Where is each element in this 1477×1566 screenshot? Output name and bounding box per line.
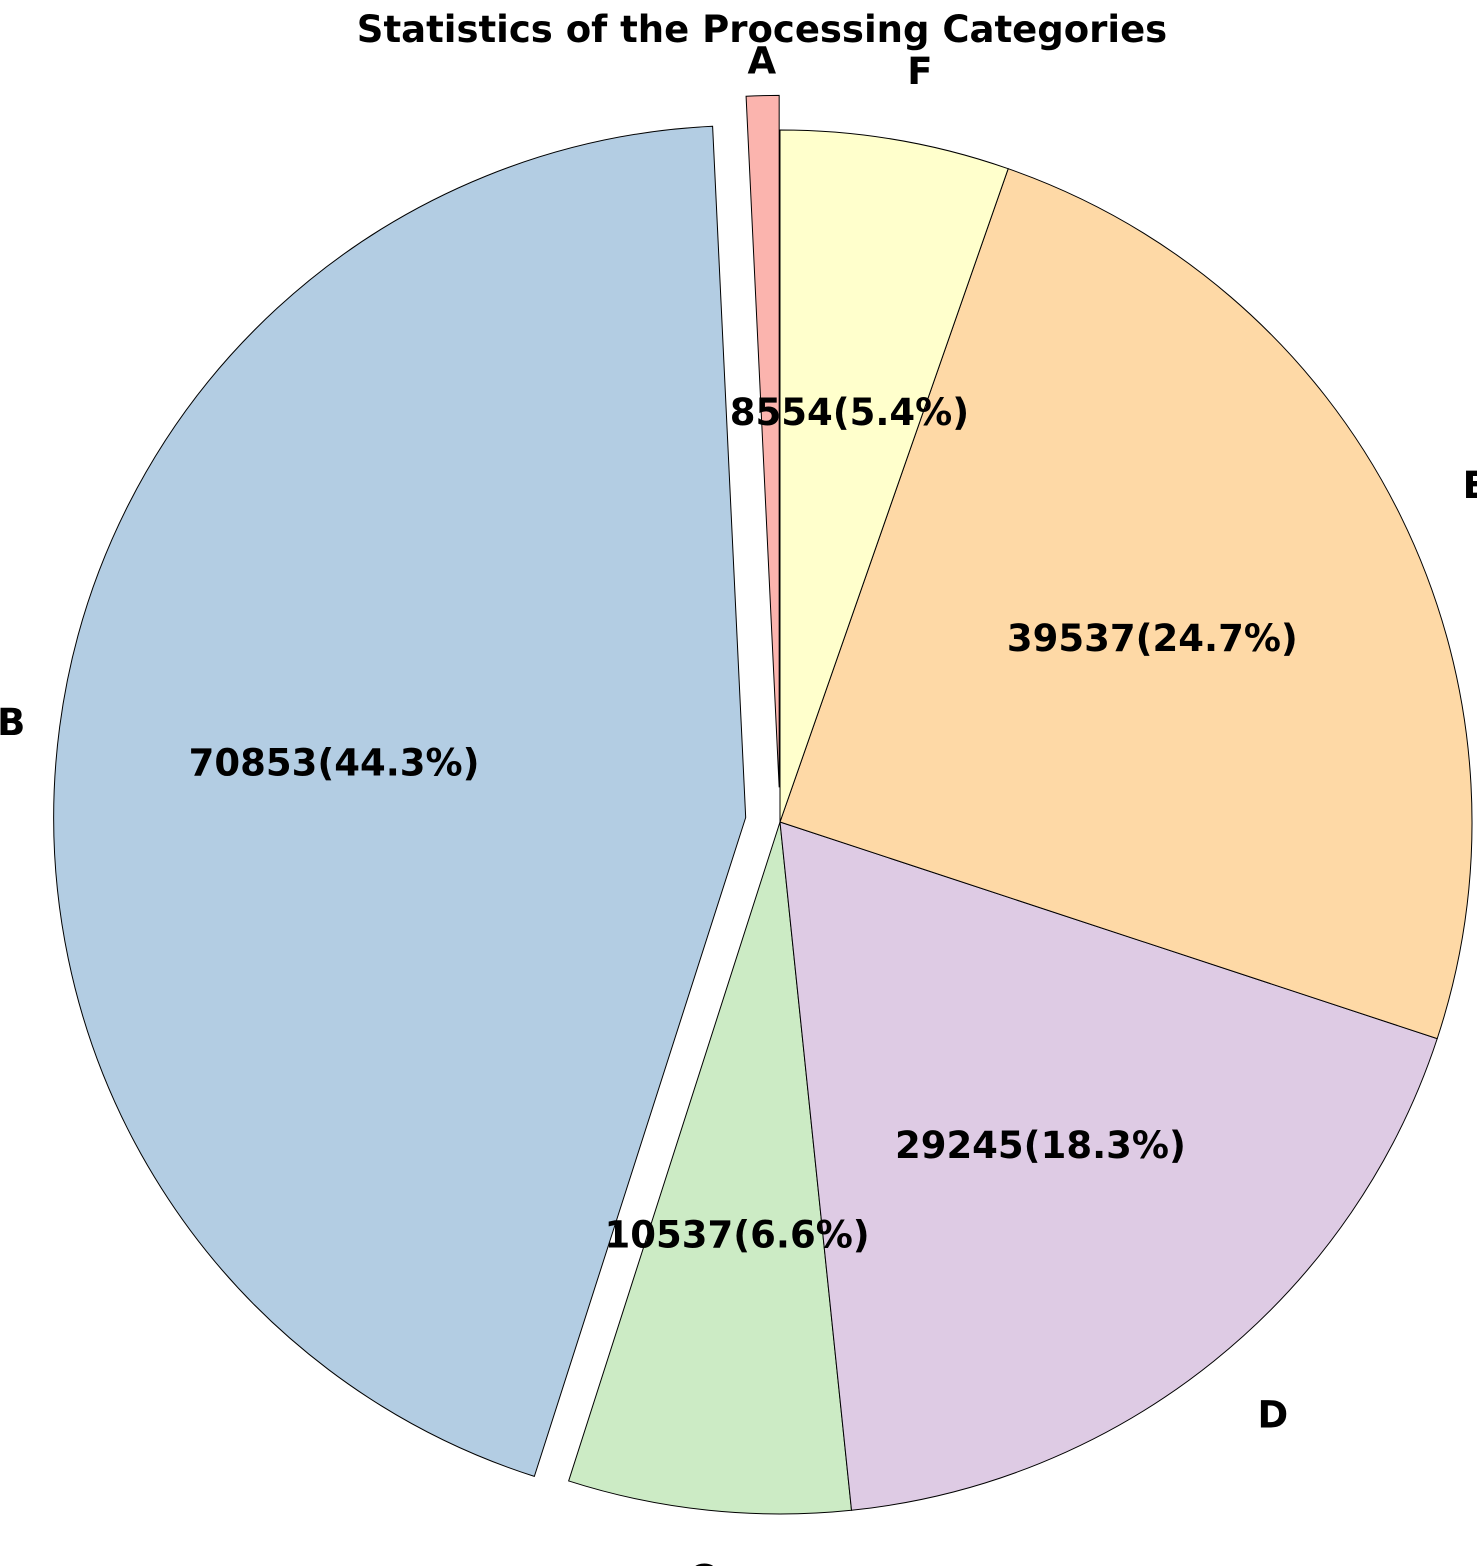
slice-category-label-b: B <box>0 701 25 744</box>
pie-slices <box>53 94 1473 1515</box>
chart-title: Statistics of the Processing Categories <box>356 8 1168 51</box>
pie-labels: A B 70853(44.3%) C 10537(6.6%) D 29245(18.3%) E… <box>0 40 1477 1566</box>
slice-value-label-f: 8554(5.4%) <box>730 391 969 434</box>
slice-value-label-c: 10537(6.6%) <box>605 1213 870 1256</box>
slice-value-label-e: 39537(24.7%) <box>1007 617 1298 660</box>
slice-category-label-d: D <box>1257 1393 1288 1436</box>
slice-category-label-a: A <box>747 40 776 83</box>
slice-category-label-f: F <box>907 50 932 93</box>
pie-slice-c <box>568 821 853 1515</box>
slice-category-label-c: C <box>688 1558 715 1566</box>
pie-slice-d <box>779 821 1438 1511</box>
pie-slice-e <box>779 168 1473 1040</box>
pie-slice-b <box>53 125 747 1478</box>
slice-value-label-b: 70853(44.3%) <box>189 742 480 785</box>
pie-slice-a <box>745 94 780 788</box>
slice-value-label-d: 29245(18.3%) <box>895 1124 1186 1167</box>
slice-category-label-e: E <box>1463 464 1477 507</box>
pie-slice-f <box>779 129 1009 823</box>
